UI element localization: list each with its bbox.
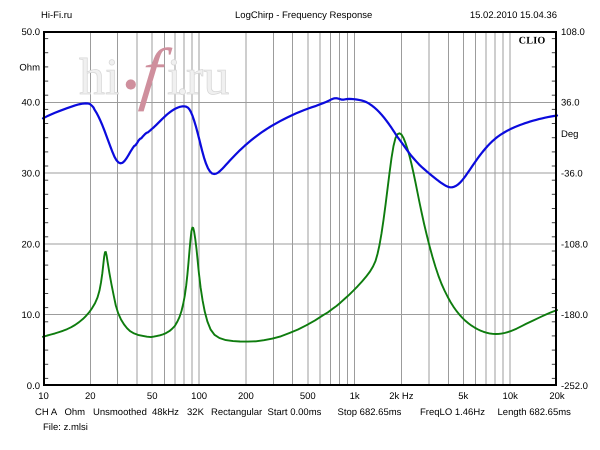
svg-text:Length 682.65ms: Length 682.65ms bbox=[498, 407, 572, 418]
svg-text:20.0: 20.0 bbox=[22, 239, 41, 250]
svg-text:500: 500 bbox=[300, 391, 316, 402]
svg-text:-108.0: -108.0 bbox=[561, 239, 588, 250]
svg-text:5k: 5k bbox=[458, 391, 468, 402]
svg-text:-180.0: -180.0 bbox=[561, 310, 588, 321]
svg-text:-252.0: -252.0 bbox=[561, 381, 588, 392]
svg-text:36.0: 36.0 bbox=[561, 98, 580, 109]
svg-text:Ohm: Ohm bbox=[19, 62, 40, 73]
svg-text:20k: 20k bbox=[549, 391, 565, 402]
svg-text:LogChirp - Frequency Response: LogChirp - Frequency Response bbox=[235, 10, 372, 21]
svg-text:FreqLO 1.46Hz: FreqLO 1.46Hz bbox=[420, 407, 485, 418]
svg-text:Stop 682.65ms: Stop 682.65ms bbox=[338, 407, 402, 418]
svg-text:40.0: 40.0 bbox=[22, 98, 41, 109]
svg-text:50.0: 50.0 bbox=[22, 27, 41, 38]
svg-text:32K: 32K bbox=[187, 407, 205, 418]
svg-text:0.0: 0.0 bbox=[27, 381, 40, 392]
svg-text:Unsmoothed: Unsmoothed bbox=[93, 407, 147, 418]
svg-text:200: 200 bbox=[238, 391, 254, 402]
svg-text:10k: 10k bbox=[503, 391, 519, 402]
svg-text:Start 0.00ms: Start 0.00ms bbox=[268, 407, 322, 418]
svg-text:-36.0: -36.0 bbox=[561, 169, 583, 180]
svg-text:.: . bbox=[176, 49, 189, 106]
svg-text:ru: ru bbox=[186, 49, 229, 106]
svg-text:2k Hz: 2k Hz bbox=[389, 391, 414, 402]
svg-text:Ohm: Ohm bbox=[65, 407, 86, 418]
svg-text:i: i bbox=[167, 49, 181, 106]
svg-text:1k: 1k bbox=[350, 391, 360, 402]
svg-text:100: 100 bbox=[191, 391, 207, 402]
svg-text:30.0: 30.0 bbox=[22, 169, 41, 180]
svg-text:10.0: 10.0 bbox=[22, 310, 41, 321]
svg-text:20: 20 bbox=[85, 391, 96, 402]
svg-text:File: z.mlsi: File: z.mlsi bbox=[43, 422, 88, 433]
svg-text:Hi-Fi.ru: Hi-Fi.ru bbox=[41, 10, 72, 21]
svg-text:108.0: 108.0 bbox=[561, 27, 585, 38]
svg-text:50: 50 bbox=[147, 391, 158, 402]
svg-text:CH A: CH A bbox=[35, 407, 58, 418]
svg-text:48kHz: 48kHz bbox=[152, 407, 179, 418]
svg-text:CLIO: CLIO bbox=[519, 36, 546, 47]
svg-text:10: 10 bbox=[38, 391, 49, 402]
svg-text:Deg: Deg bbox=[561, 129, 578, 140]
svg-text:Rectangular: Rectangular bbox=[211, 407, 262, 418]
svg-text:hi: hi bbox=[79, 49, 119, 106]
svg-text:15.02.2010 15.04.36: 15.02.2010 15.04.36 bbox=[470, 10, 557, 21]
